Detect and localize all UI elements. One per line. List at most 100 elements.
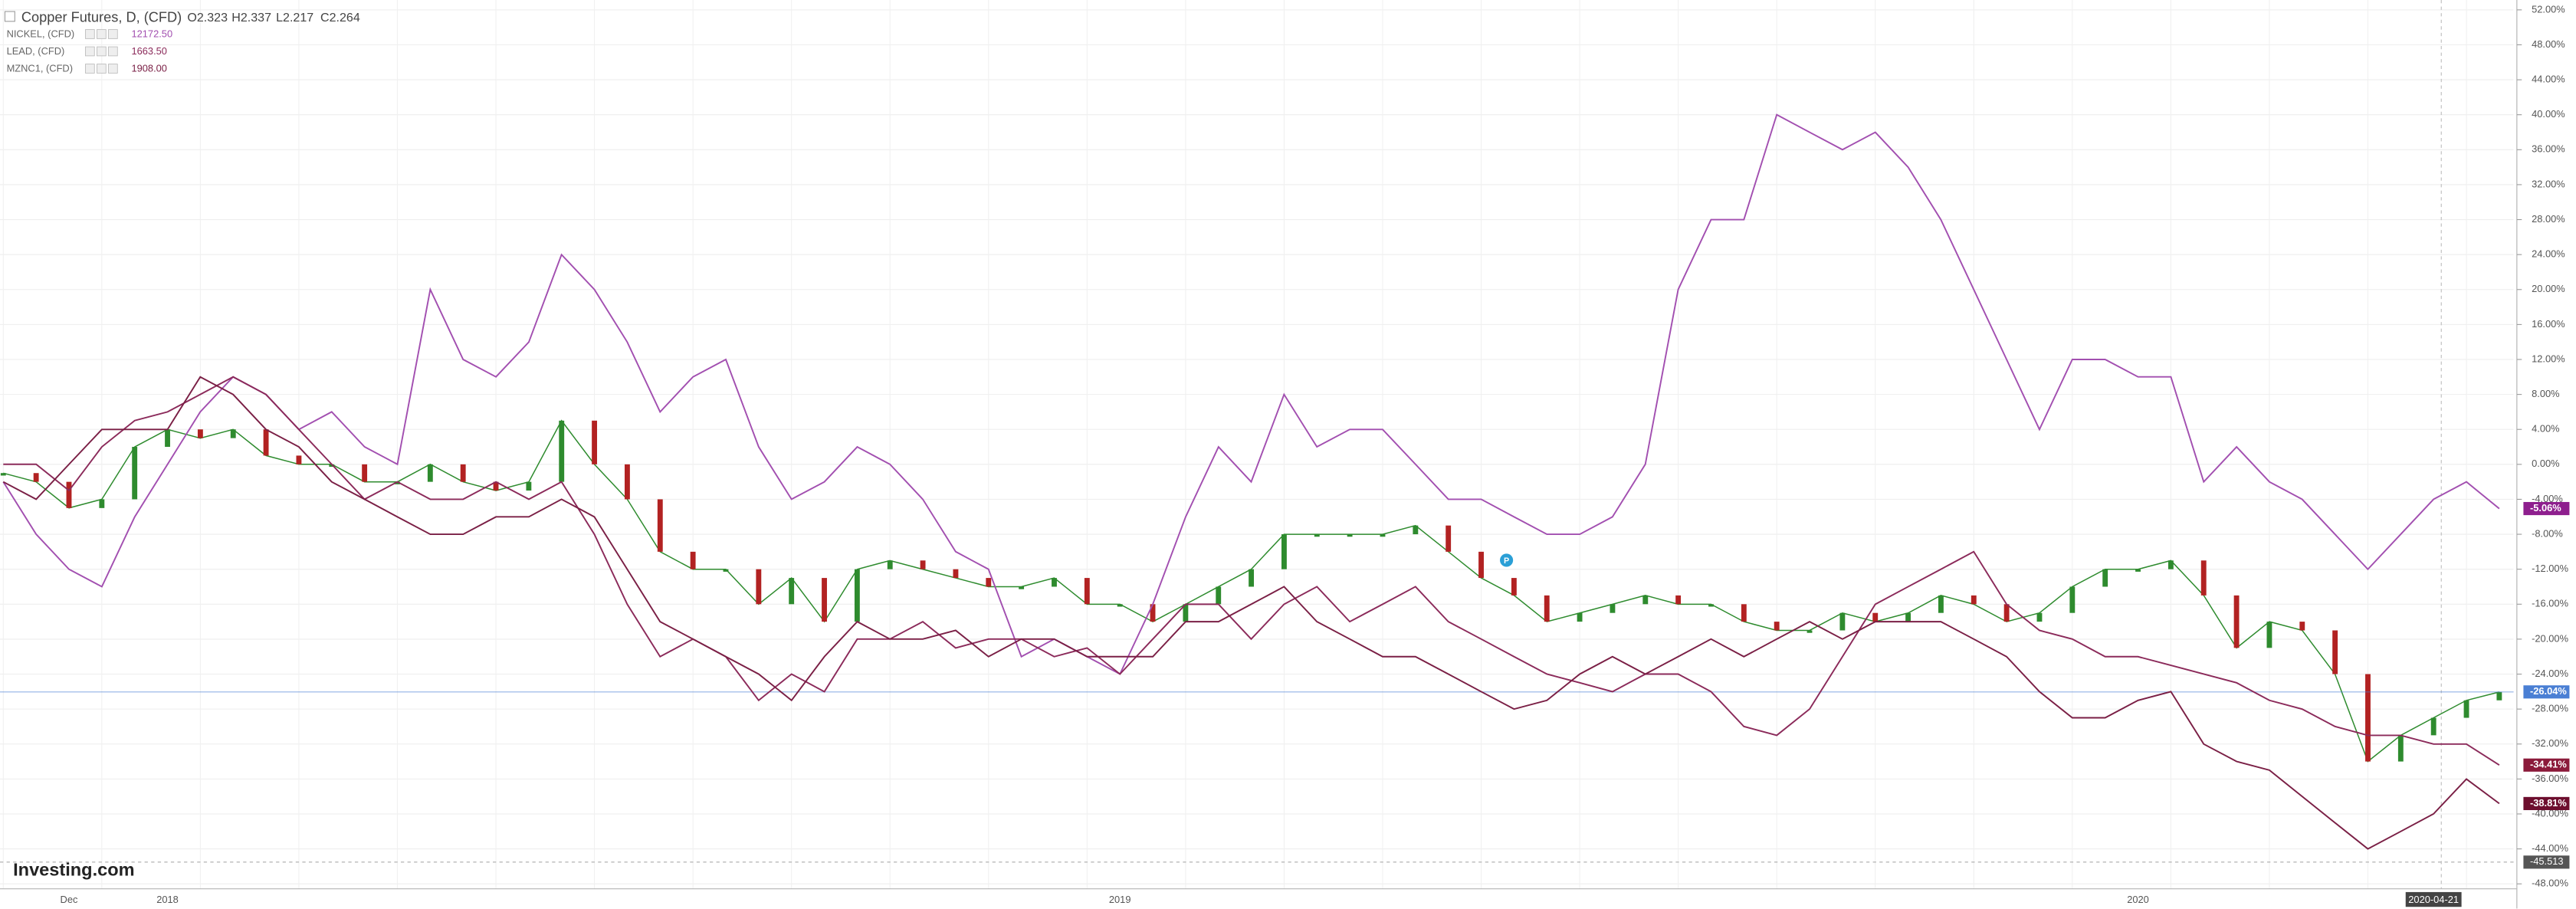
last-value-label: -26.04% [2530, 685, 2567, 697]
candle [2463, 700, 2469, 718]
candle [493, 481, 499, 491]
last-value-box [2523, 758, 2570, 772]
legend-name: MZNC1, (CFD) [7, 62, 73, 74]
x-tick-label: Dec [61, 894, 78, 905]
legend-button[interactable] [97, 46, 107, 57]
candle [822, 578, 827, 622]
last-value-label: -5.06% [2530, 502, 2561, 514]
ohlc-value: H2.337 [231, 11, 271, 25]
candle [1642, 595, 1649, 605]
candle [2069, 586, 2076, 613]
candle [953, 569, 959, 579]
candle [165, 429, 170, 448]
y-tick-label: 32.00% [2532, 178, 2565, 189]
candle [2365, 674, 2371, 762]
y-tick-label: -36.00% [2532, 773, 2568, 784]
series-line [3, 376, 2500, 766]
candle [1938, 595, 1944, 613]
crosshair-date-box [2405, 891, 2462, 907]
candle [99, 499, 105, 508]
candle [362, 464, 368, 482]
y-tick-label: 40.00% [2532, 108, 2565, 120]
candle [1413, 525, 1419, 535]
candle [2036, 612, 2043, 622]
y-tick-label: 36.00% [2532, 143, 2565, 155]
candle [559, 420, 565, 482]
candle [263, 429, 269, 456]
candle [66, 481, 72, 508]
y-tick-label: -4.00% [2532, 493, 2563, 504]
legend-button[interactable] [97, 29, 107, 39]
candle [2003, 604, 2010, 622]
legend-button[interactable] [85, 46, 95, 57]
candle [2299, 622, 2305, 631]
legend: NICKEL, (CFD) 12172.50 LEAD, (CFD) 1663.50 M… [7, 28, 173, 74]
candle [1839, 612, 1846, 631]
y-tick-label: 12.00% [2532, 353, 2565, 364]
y-tick-label: -8.00% [2532, 527, 2563, 539]
candle [1741, 604, 1747, 622]
last-value-box [2523, 501, 2570, 516]
legend-button[interactable] [85, 64, 95, 74]
reference-label: -45.513 [2530, 855, 2564, 867]
candle [789, 578, 795, 605]
candle [1446, 525, 1452, 552]
watermark: Investing.com [13, 859, 134, 879]
legend-button[interactable] [97, 64, 107, 74]
event-icon[interactable] [1500, 553, 1514, 567]
y-tick-label: 8.00% [2532, 388, 2559, 399]
y-tick-label: 20.00% [2532, 283, 2565, 294]
candle [1281, 534, 1287, 569]
candle [132, 447, 138, 500]
y-tick-label: -44.00% [2532, 842, 2568, 854]
last-value-box [2523, 796, 2570, 810]
last-value-box [2523, 685, 2570, 699]
candle [1216, 586, 1222, 605]
legend-button[interactable] [108, 29, 118, 39]
candle [2102, 569, 2108, 587]
candle [1478, 551, 1484, 579]
candle [592, 420, 598, 464]
candle [854, 569, 860, 622]
candle [887, 560, 893, 569]
candle [1150, 604, 1156, 622]
series-line [2, 113, 2500, 675]
y-tick-label: -48.00% [2532, 878, 2568, 889]
legend-button[interactable] [108, 64, 118, 74]
legend-button[interactable] [108, 46, 118, 57]
legend-price: 1908.00 [131, 62, 166, 74]
legend-price: 12172.50 [131, 28, 172, 39]
candle [1314, 534, 1320, 537]
y-tick-label: 24.00% [2532, 248, 2565, 260]
event-icon-text: P [1504, 556, 1509, 566]
candle [197, 429, 203, 438]
candle [2167, 560, 2174, 569]
candle [1380, 534, 1386, 537]
ohlc-value: L2.217 [276, 11, 313, 25]
candle [0, 473, 6, 476]
candle [296, 455, 302, 464]
candle [427, 464, 433, 482]
y-tick-label: 4.00% [2532, 423, 2559, 435]
legend-price: 1663.50 [131, 45, 166, 57]
y-tick-label: -32.00% [2532, 737, 2568, 749]
x-tick-label: 2020-04-21 [2408, 894, 2459, 905]
legend-button[interactable] [85, 29, 95, 39]
title: Copper Futures, D, (CFD) [21, 9, 182, 25]
candle [2233, 595, 2240, 648]
candle [1019, 586, 1025, 589]
y-tick-label: 0.00% [2532, 458, 2559, 469]
candle [1675, 595, 1682, 605]
y-tick-label: 52.00% [2532, 3, 2565, 15]
y-tick-label: -16.00% [2532, 598, 2568, 609]
candle [230, 429, 236, 438]
candle [756, 569, 762, 605]
candle [986, 578, 992, 587]
series-line [2, 376, 2500, 850]
x-tick-label: 2020 [2127, 894, 2149, 905]
candle [1577, 612, 1583, 622]
candle [657, 499, 663, 552]
collapse-icon[interactable] [4, 11, 15, 22]
